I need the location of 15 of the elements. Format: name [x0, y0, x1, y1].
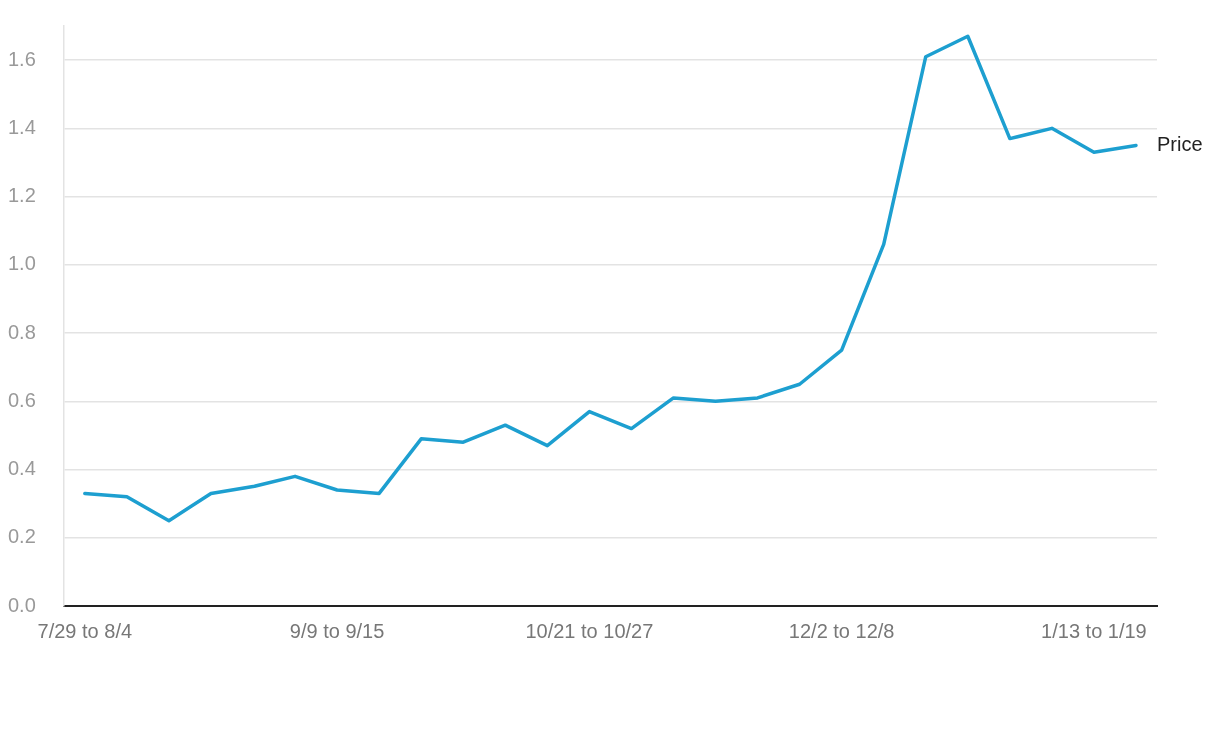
y-tick-label: 1.0 — [8, 252, 36, 275]
x-tick-label: 10/21 to 10/27 — [525, 619, 654, 642]
y-tick-label: 0.0 — [8, 593, 36, 616]
y-tick-label: 0.8 — [8, 320, 36, 343]
series-label: Price — [1157, 132, 1203, 155]
y-tick-label: 0.6 — [8, 388, 36, 411]
x-tick-label: 1/13 to 1/19 — [1041, 619, 1147, 642]
x-tick-label: 7/29 to 8/4 — [37, 619, 133, 642]
y-tick-label: 1.4 — [8, 115, 36, 138]
y-tick-label: 1.6 — [8, 47, 36, 70]
y-tick-label: 0.2 — [8, 525, 36, 548]
x-tick-label: 9/9 to 9/15 — [289, 619, 385, 642]
y-tick-label: 1.2 — [8, 184, 36, 207]
x-tick-label: 12/2 to 12/8 — [788, 619, 895, 642]
y-tick-label: 0.4 — [8, 457, 36, 480]
